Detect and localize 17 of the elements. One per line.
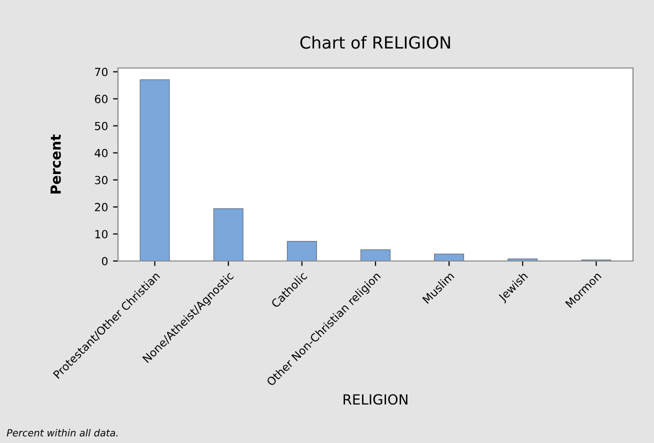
- chart-title: Chart of RELIGION: [300, 36, 450, 49]
- y-tick-label: 30: [94, 176, 108, 184]
- bar: [213, 208, 244, 261]
- y-tick-label: 10: [95, 230, 108, 238]
- bar: [434, 254, 464, 261]
- bar: [287, 241, 317, 261]
- y-axis-title: Percent: [50, 134, 61, 194]
- text: Percent within all data.: [6, 428, 118, 436]
- y-tick-label: 20: [94, 202, 108, 212]
- y-tick-label: 50: [94, 122, 108, 130]
- x-axis-title: RELIGION: [344, 394, 408, 405]
- bar: [140, 79, 170, 261]
- y-tick-label: 0: [102, 256, 108, 266]
- y-tick-label: 70: [95, 68, 108, 76]
- y-tick-label: 40: [94, 148, 108, 158]
- y-tick-label: 60: [94, 94, 108, 104]
- bar: [360, 249, 390, 261]
